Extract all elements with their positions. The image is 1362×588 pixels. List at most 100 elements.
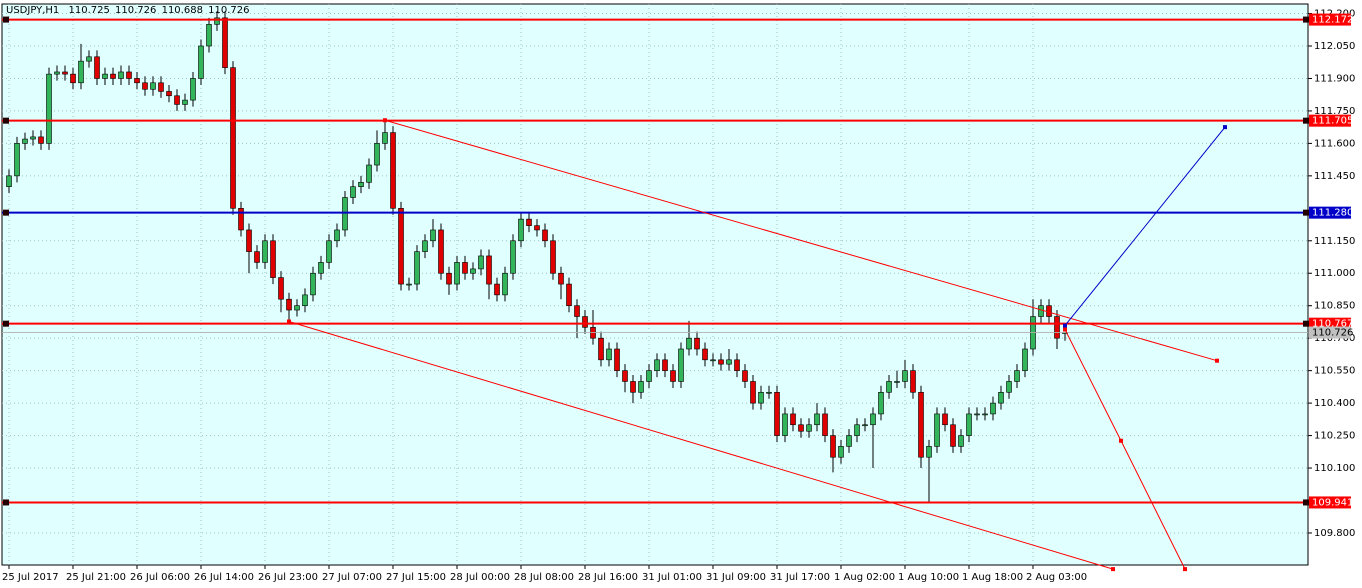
candle-body <box>534 225 540 231</box>
candle-body <box>398 208 404 285</box>
y-tick-label: 111.750 <box>1314 106 1355 117</box>
candle-body <box>422 240 428 252</box>
level-anchor <box>1303 209 1309 216</box>
y-tick-label: 109.800 <box>1314 528 1355 539</box>
candle-body <box>814 413 820 426</box>
y-tick-label: 110.700 <box>1314 333 1355 344</box>
candle-body <box>1006 381 1012 393</box>
candle-body <box>918 391 924 458</box>
x-tick-label: 31 Jul 01:00 <box>642 572 702 583</box>
candle-body <box>582 316 588 328</box>
candle-body <box>22 138 28 144</box>
candle-body <box>206 24 212 47</box>
candle-body <box>798 424 804 432</box>
level-anchor <box>1303 320 1309 327</box>
level-label-box <box>1309 13 1351 26</box>
symbol: USDJPY,H1 <box>6 5 59 16</box>
candle-body <box>6 175 12 187</box>
candle-body <box>830 435 836 458</box>
level-label-box <box>1309 206 1351 219</box>
trendline-point <box>1183 567 1187 572</box>
candle-body <box>974 413 980 416</box>
trendline-point <box>1063 323 1067 328</box>
candle-body <box>222 17 228 68</box>
candle-body <box>438 229 444 274</box>
candle-body <box>558 272 564 285</box>
candle-body <box>838 446 844 458</box>
candle-body <box>182 99 188 105</box>
candle-body <box>238 208 244 231</box>
candle-body <box>734 359 740 371</box>
candle-body <box>622 370 628 382</box>
y-tick-label: 111.000 <box>1314 268 1355 279</box>
candle-body <box>886 381 892 393</box>
candle-body <box>782 413 788 436</box>
candle-body <box>462 262 468 274</box>
y-tick-label: 111.900 <box>1314 73 1355 84</box>
price-label-box <box>1309 326 1351 339</box>
y-tick-label: 111.450 <box>1314 171 1355 182</box>
candle-body <box>102 73 108 79</box>
trendline-point <box>383 118 387 123</box>
candle-body <box>910 370 916 393</box>
candle-body <box>470 268 476 274</box>
candle-body <box>686 337 692 350</box>
level-anchor <box>3 209 9 216</box>
x-tick-label: 25 Jul 2017 <box>2 572 59 583</box>
trendline-point <box>1215 358 1219 363</box>
x-tick-label: 2 Aug 03:00 <box>1026 572 1087 583</box>
candle-body <box>414 251 420 285</box>
candle-body <box>38 136 44 144</box>
candle-body <box>78 60 84 84</box>
trendline-point <box>1111 567 1115 572</box>
candle-body <box>270 240 276 278</box>
candle-body <box>374 143 380 166</box>
close-value: 110.726 <box>208 5 249 16</box>
y-tick-label: 110.550 <box>1314 366 1355 377</box>
candle-body <box>518 218 524 242</box>
candle-body <box>166 91 172 97</box>
candle-body <box>606 348 612 361</box>
plot-area <box>1 3 1309 566</box>
level-label: 111.705 <box>1312 116 1353 127</box>
y-tick-label: 110.400 <box>1314 398 1355 409</box>
low-value: 110.688 <box>162 5 203 16</box>
trendline <box>384 119 1218 362</box>
candle-body <box>742 370 748 382</box>
candle-body <box>118 71 124 79</box>
candle-body <box>958 435 964 447</box>
candle-body <box>14 143 20 177</box>
level-label-box <box>1309 496 1351 509</box>
candle-body <box>854 424 860 436</box>
candle-body <box>334 229 340 242</box>
candle-body <box>758 391 764 404</box>
candle-body <box>174 95 180 105</box>
candle-body <box>494 283 500 296</box>
candle-body <box>214 17 220 25</box>
x-tick-label: 27 Jul 15:00 <box>386 572 446 583</box>
candle-body <box>726 359 732 365</box>
candle-body <box>566 283 572 307</box>
candle-body <box>926 446 932 458</box>
candle-body <box>1022 348 1028 371</box>
trendline-point <box>287 319 291 324</box>
candle-body <box>278 277 284 300</box>
candle-body <box>510 240 516 274</box>
chart-title: USDJPY,H1 110.725 110.726 110.688 110.72… <box>6 5 249 16</box>
candle-body <box>942 413 948 426</box>
marks <box>2 11 1309 572</box>
x-tick-label: 25 Jul 21:00 <box>66 572 126 583</box>
candle-body <box>342 197 348 231</box>
x-tick-label: 26 Jul 23:00 <box>258 572 318 583</box>
candle-body <box>302 294 308 307</box>
trendline-point <box>1063 327 1067 332</box>
candle-body <box>486 255 492 285</box>
x-tick-label: 31 Jul 17:00 <box>770 572 830 583</box>
candle-body <box>678 348 684 382</box>
candle-body <box>390 132 396 209</box>
x-tick-label: 31 Jul 09:00 <box>706 572 766 583</box>
candle-body <box>198 45 204 79</box>
trendline <box>288 321 1114 570</box>
x-tick-label: 1 Aug 18:00 <box>962 572 1023 583</box>
candle-body <box>902 370 908 382</box>
